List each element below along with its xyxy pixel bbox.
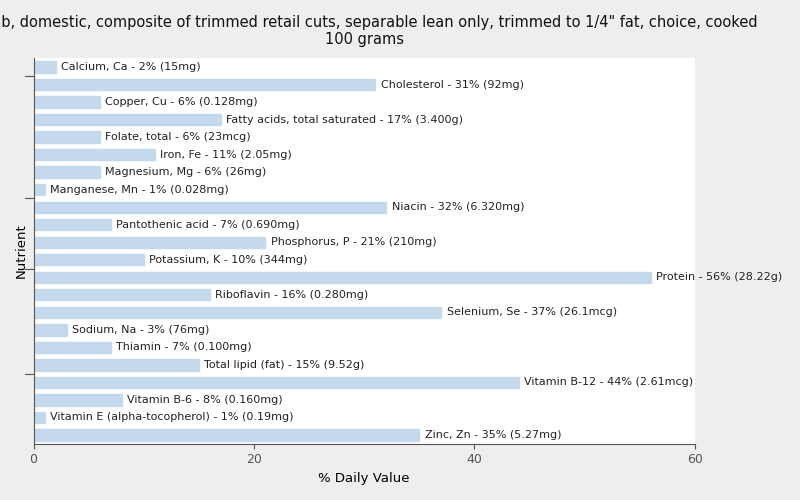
Text: Vitamin E (alpha-tocopherol) - 1% (0.19mg): Vitamin E (alpha-tocopherol) - 1% (0.19m… [50, 412, 294, 422]
Bar [34, 412, 45, 423]
Bar [34, 79, 375, 90]
Text: Selenium, Se - 37% (26.1mcg): Selenium, Se - 37% (26.1mcg) [447, 308, 617, 318]
Text: Zinc, Zn - 35% (5.27mg): Zinc, Zn - 35% (5.27mg) [425, 430, 562, 440]
Title: Lamb, domestic, composite of trimmed retail cuts, separable lean only, trimmed t: Lamb, domestic, composite of trimmed ret… [0, 15, 758, 48]
Text: Manganese, Mn - 1% (0.028mg): Manganese, Mn - 1% (0.028mg) [50, 184, 229, 194]
Bar [34, 166, 100, 178]
Text: Niacin - 32% (6.320mg): Niacin - 32% (6.320mg) [392, 202, 524, 212]
Text: Pantothenic acid - 7% (0.690mg): Pantothenic acid - 7% (0.690mg) [116, 220, 300, 230]
Text: Iron, Fe - 11% (2.05mg): Iron, Fe - 11% (2.05mg) [160, 150, 292, 160]
Text: Vitamin B-12 - 44% (2.61mcg): Vitamin B-12 - 44% (2.61mcg) [524, 378, 693, 388]
Bar [34, 430, 419, 440]
Text: Thiamin - 7% (0.100mg): Thiamin - 7% (0.100mg) [116, 342, 252, 352]
Text: Fatty acids, total saturated - 17% (3.400g): Fatty acids, total saturated - 17% (3.40… [226, 114, 463, 124]
Text: Total lipid (fat) - 15% (9.52g): Total lipid (fat) - 15% (9.52g) [205, 360, 365, 370]
Bar [34, 306, 442, 318]
Bar [34, 324, 66, 336]
Bar [34, 342, 110, 353]
Text: Phosphorus, P - 21% (210mg): Phosphorus, P - 21% (210mg) [270, 237, 436, 247]
Bar [34, 236, 265, 248]
Bar [34, 184, 45, 196]
Text: Riboflavin - 16% (0.280mg): Riboflavin - 16% (0.280mg) [215, 290, 369, 300]
Text: Magnesium, Mg - 6% (26mg): Magnesium, Mg - 6% (26mg) [106, 167, 266, 177]
Bar [34, 149, 155, 160]
X-axis label: % Daily Value: % Daily Value [318, 472, 410, 485]
Text: Folate, total - 6% (23mcg): Folate, total - 6% (23mcg) [106, 132, 251, 142]
Bar [34, 96, 100, 108]
Bar [34, 289, 210, 300]
Text: Cholesterol - 31% (92mg): Cholesterol - 31% (92mg) [381, 80, 524, 90]
Bar [34, 132, 100, 143]
Text: Vitamin B-6 - 8% (0.160mg): Vitamin B-6 - 8% (0.160mg) [127, 395, 283, 405]
Bar [34, 272, 651, 283]
Text: Potassium, K - 10% (344mg): Potassium, K - 10% (344mg) [150, 255, 308, 265]
Bar [34, 62, 56, 72]
Bar [34, 359, 199, 370]
Bar [34, 114, 221, 126]
Y-axis label: Nutrient: Nutrient [15, 224, 28, 278]
Bar [34, 376, 518, 388]
Bar [34, 254, 144, 266]
Text: Calcium, Ca - 2% (15mg): Calcium, Ca - 2% (15mg) [61, 62, 201, 72]
Bar [34, 219, 110, 230]
Bar [34, 202, 386, 213]
Text: Sodium, Na - 3% (76mg): Sodium, Na - 3% (76mg) [72, 325, 210, 335]
Bar [34, 394, 122, 406]
Text: Protein - 56% (28.22g): Protein - 56% (28.22g) [656, 272, 782, 282]
Text: Copper, Cu - 6% (0.128mg): Copper, Cu - 6% (0.128mg) [106, 97, 258, 107]
